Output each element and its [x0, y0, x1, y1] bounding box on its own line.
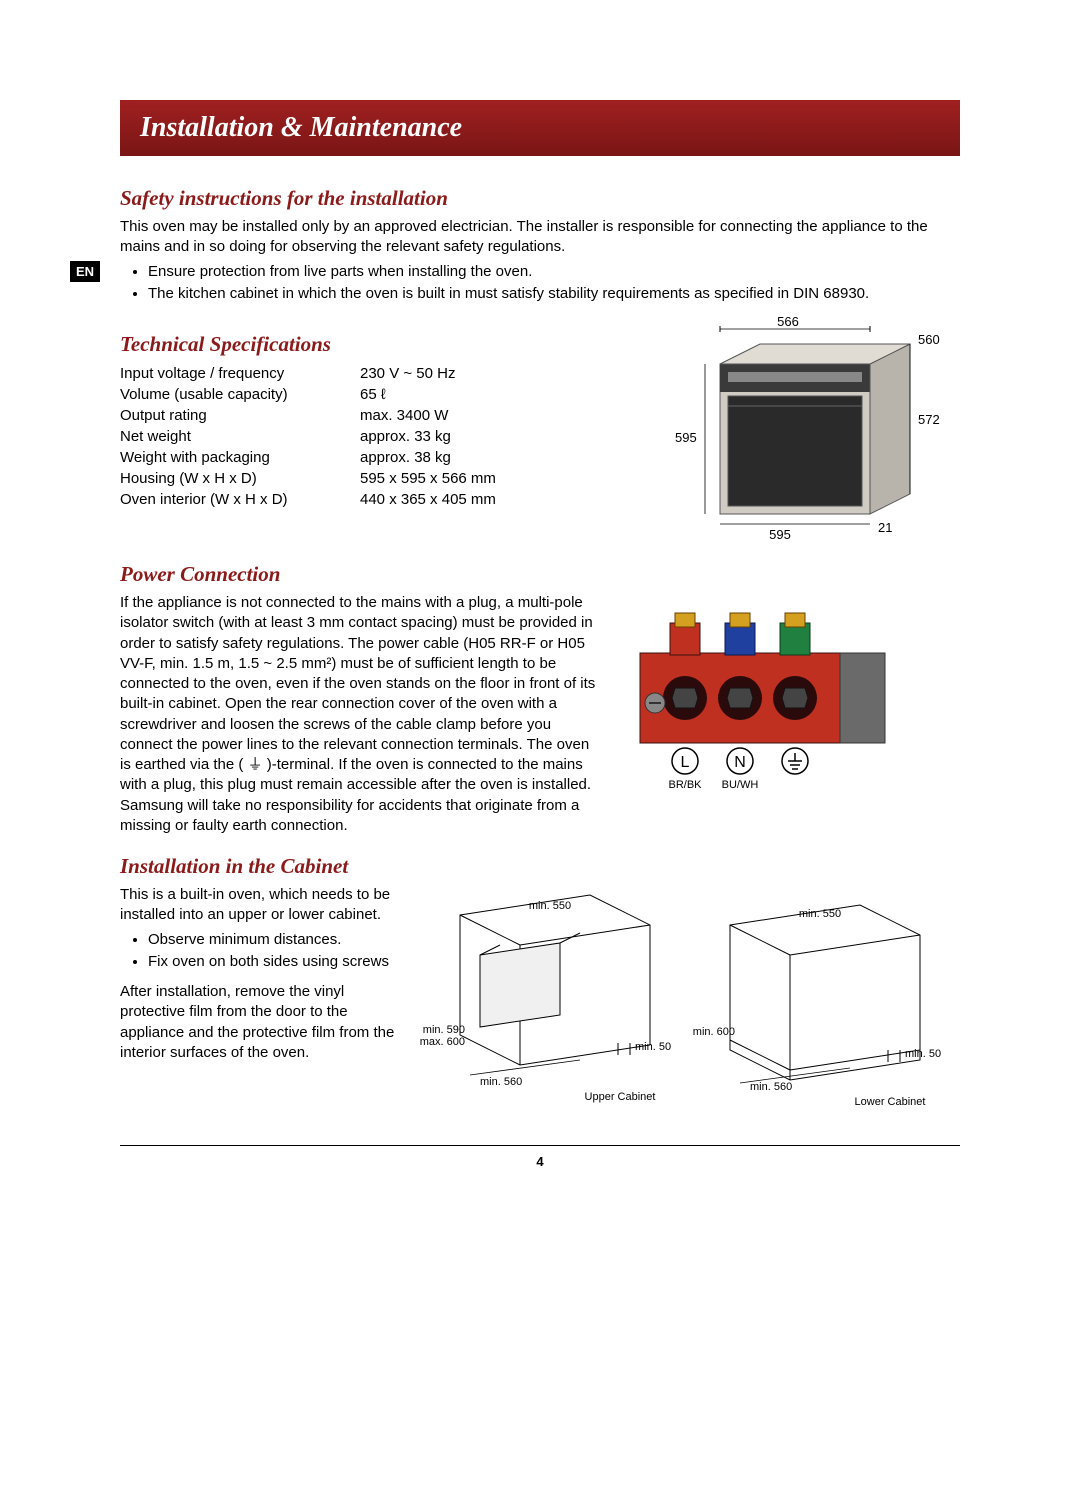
- spec-value: approx. 33 kg: [360, 426, 451, 447]
- spec-label: Net weight: [120, 426, 360, 447]
- dim-max600: max. 600: [420, 1036, 465, 1048]
- spec-value: approx. 38 kg: [360, 447, 451, 468]
- terminal-diagram: L N BR/BK BU/WH: [620, 593, 900, 793]
- cabinet-row: This is a built-in oven, which needs to …: [120, 885, 960, 1115]
- terminal-N: N: [734, 754, 746, 771]
- dim-min550: min. 550: [529, 900, 571, 912]
- dim-min50: min. 50: [905, 1048, 941, 1060]
- upper-cabinet-diagram: min. 550 min. 590 max. 600 min. 50 min. …: [420, 885, 680, 1115]
- dim-h: 595: [675, 430, 697, 445]
- dim-outer-w: 560: [918, 332, 940, 347]
- spec-value: max. 3400 W: [360, 405, 448, 426]
- section-cabinet-title: Installation in the Cabinet: [120, 854, 960, 879]
- terminal-buwh: BU/WH: [722, 779, 759, 791]
- cabinet-intro: This is a built-in oven, which needs to …: [120, 885, 400, 926]
- upper-cabinet-label: Upper Cabinet: [585, 1091, 656, 1103]
- spec-label: Output rating: [120, 405, 360, 426]
- spec-label: Volume (usable capacity): [120, 384, 360, 405]
- oven-dimension-diagram: 566 560 572 595 595 21: [660, 314, 960, 544]
- dim-min590: min. 590: [423, 1024, 465, 1036]
- tech-spec-row: Technical Specifications Input voltage /…: [120, 314, 960, 544]
- language-badge: EN: [70, 261, 100, 282]
- spec-value: 440 x 365 x 405 mm: [360, 489, 496, 510]
- dim-min550: min. 550: [799, 908, 841, 920]
- earth-icon: [788, 753, 802, 769]
- page-title: Installation & Maintenance: [140, 112, 462, 143]
- dim-top: 566: [777, 314, 799, 329]
- power-row: If the appliance is not connected to the…: [120, 593, 960, 836]
- power-text: If the appliance is not connected to the…: [120, 593, 600, 836]
- spec-label: Housing (W x H x D): [120, 468, 360, 489]
- terminal-brbk: BR/BK: [668, 779, 702, 791]
- cabinet-bullets: Observe minimum distances. Fix oven on b…: [120, 930, 400, 973]
- page-number: 4: [120, 1145, 960, 1169]
- content: EN Safety instructions for the installat…: [120, 186, 960, 1169]
- cabinet-bullet: Observe minimum distances.: [148, 930, 400, 950]
- terminal-L: L: [681, 754, 690, 771]
- cabinet-outro: After installation, remove the vinyl pro…: [120, 982, 400, 1063]
- spec-table: Input voltage / frequency230 V ~ 50 Hz V…: [120, 363, 640, 510]
- dim-min600: min. 600: [693, 1026, 735, 1038]
- dim-min560: min. 560: [480, 1076, 522, 1088]
- section-tech-title: Technical Specifications: [120, 332, 640, 357]
- spec-value: 595 x 595 x 566 mm: [360, 468, 496, 489]
- spec-value: 65 ℓ: [360, 384, 386, 405]
- section-power-title: Power Connection: [120, 562, 960, 587]
- dim-d: 572: [918, 412, 940, 427]
- spec-value: 230 V ~ 50 Hz: [360, 363, 455, 384]
- manual-page: Installation & Maintenance EN Safety ins…: [0, 0, 1080, 1229]
- cabinet-bullet: Fix oven on both sides using screws: [148, 952, 400, 972]
- spec-label: Oven interior (W x H x D): [120, 489, 360, 510]
- lower-cabinet-label: Lower Cabinet: [855, 1096, 926, 1108]
- safety-bullet: The kitchen cabinet in which the oven is…: [148, 284, 960, 304]
- spec-label: Weight with packaging: [120, 447, 360, 468]
- dim-bottom-w: 595: [769, 527, 791, 542]
- safety-bullet: Ensure protection from live parts when i…: [148, 262, 960, 282]
- spec-label: Input voltage / frequency: [120, 363, 360, 384]
- lower-cabinet-diagram: min. 550 min. 600 min. 50 min. 560 Lower…: [690, 885, 950, 1115]
- dim-min560: min. 560: [750, 1081, 792, 1093]
- dim-min50: min. 50: [635, 1041, 671, 1053]
- safety-bullets: Ensure protection from live parts when i…: [120, 262, 960, 305]
- safety-intro: This oven may be installed only by an ap…: [120, 217, 960, 258]
- dim-gap: 21: [878, 520, 892, 535]
- header-bar: Installation & Maintenance: [120, 100, 960, 156]
- section-safety-title: Safety instructions for the installation: [120, 186, 960, 211]
